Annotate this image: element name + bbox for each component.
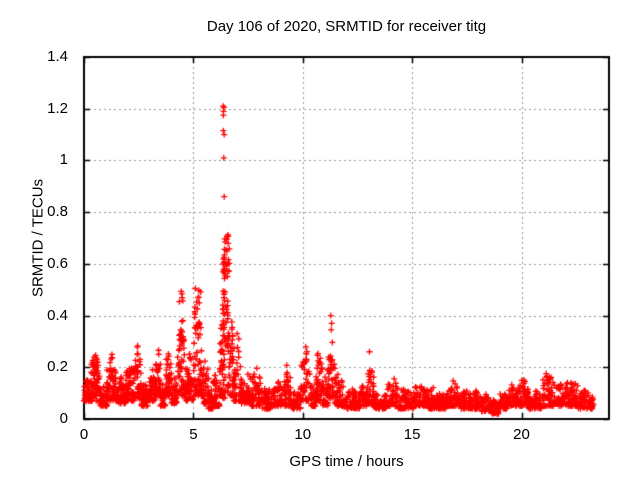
- y-tick-label: 1: [59, 151, 68, 169]
- y-axis-label: SRMTID / TECUs: [29, 178, 47, 298]
- y-tick-label: 1.2: [47, 99, 68, 117]
- x-axis-label: GPS time / hours: [289, 453, 404, 470]
- y-tick-label: 0.4: [47, 306, 68, 324]
- x-tick-label: 10: [294, 426, 312, 443]
- x-tick-label: 0: [79, 426, 89, 443]
- x-tick-label: 20: [513, 426, 530, 443]
- y-tick-label: 0.8: [47, 203, 68, 221]
- x-tick-label: 15: [403, 426, 421, 443]
- x-tick-label: 5: [189, 426, 198, 443]
- y-tick-label: 0: [59, 410, 68, 427]
- y-tick-label: 0.6: [47, 254, 68, 272]
- y-tick-label: 1.4: [47, 48, 68, 65]
- y-tick-label: 0.2: [47, 358, 68, 376]
- chart-title: Day 106 of 2020, SRMTID for receiver tit…: [206, 18, 487, 35]
